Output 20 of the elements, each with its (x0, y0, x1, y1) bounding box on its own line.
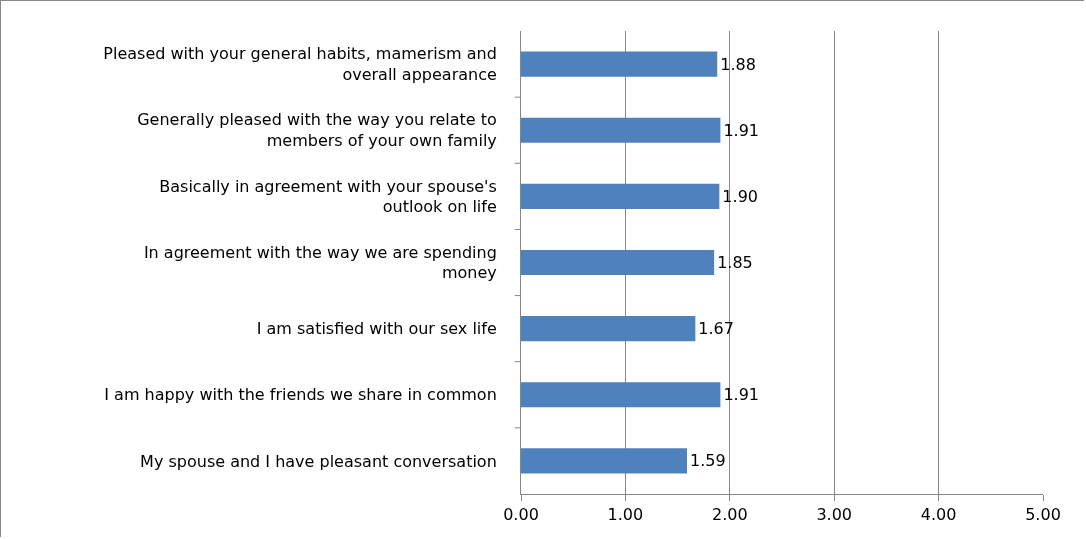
data-label: 1.85 (717, 253, 753, 272)
y-tick-label: I am satisfied with our sex life (256, 319, 497, 339)
x-tick-label: 3.00 (816, 505, 853, 525)
x-tick-label: 1.00 (607, 505, 644, 525)
data-label: 1.67 (698, 319, 734, 339)
y-tick-label: My spouse and I have pleasant conversation (140, 451, 497, 471)
y-tick-label: Basically in agreement with your spouse's outlook on life (159, 176, 497, 217)
data-label: 1.91 (723, 385, 760, 405)
y-tick-label: In agreement with the way we are spending money (143, 242, 497, 283)
y-tick-label: I am happy with the friends we share in common (104, 385, 497, 405)
x-tick-label: 2.00 (711, 505, 748, 525)
x-tick-label: 4.00 (920, 505, 957, 525)
data-label: 1.91 (723, 120, 760, 140)
data-label: 1.59 (690, 451, 726, 471)
y-tick-label: Generally pleased with the way you relate to members of your own family (137, 110, 497, 151)
data-label: 1.90 (722, 186, 758, 206)
data-label: 1.88 (720, 54, 756, 74)
x-tick-label: 5.00 (1025, 505, 1061, 525)
y-tick-label: Pleased with your general habits, mamerism and overall appearance (103, 44, 497, 85)
x-tick-label: 0.00 (503, 505, 539, 525)
